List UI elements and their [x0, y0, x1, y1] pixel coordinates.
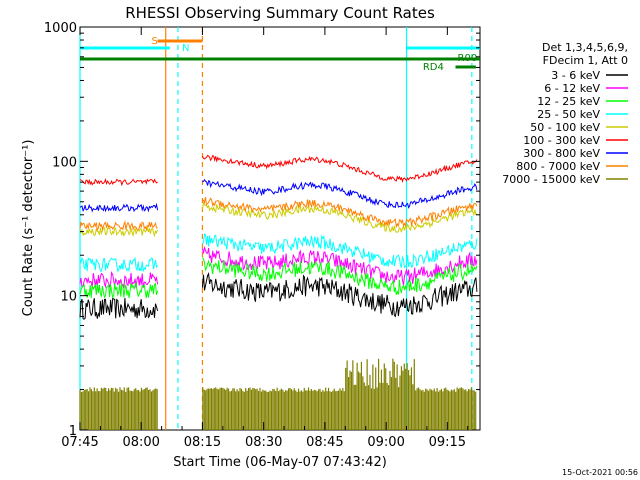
legend: Det 1,3,4,5,6,9,FDecim 1, Att 0 3 - 6 keV…	[502, 41, 628, 186]
x-axis-label: Start Time (06-May-07 07:43:42)	[173, 455, 387, 470]
series-50-100-kev	[79, 202, 478, 238]
series-25-50-kev	[79, 233, 478, 273]
series-800-7000-kev	[79, 197, 478, 232]
y-tick-label: 100	[52, 155, 77, 170]
series-3-6-kev	[79, 271, 478, 320]
x-tick-label: 08:00	[122, 435, 159, 450]
legend-header-line: FDecim 1, Att 0	[543, 54, 628, 67]
chart-title: RHESSI Observing Summary Count Rates	[125, 4, 435, 22]
legend-label: 3 - 6 keV	[551, 69, 600, 82]
series-300-800-kev	[79, 178, 478, 213]
y-axis-label: Count Rate (s⁻¹ detector⁻¹)	[21, 140, 36, 317]
annotation-r00: R00	[458, 53, 478, 64]
legend-label: 12 - 25 keV	[537, 95, 600, 108]
annotation-s: S	[152, 36, 158, 47]
x-tick-label: 07:45	[61, 435, 98, 450]
x-tick-label: 08:30	[245, 435, 282, 450]
legend-label: 50 - 100 keV	[530, 121, 600, 134]
x-tick-label: 09:00	[367, 435, 404, 450]
x-tick-label: 08:15	[184, 435, 221, 450]
x-tick-label: 09:15	[429, 435, 466, 450]
data-layer: S N RD4 R00	[79, 27, 480, 430]
footer-timestamp: 15-Oct-2021 00:56	[562, 468, 638, 477]
legend-label: 25 - 50 keV	[537, 108, 600, 121]
series-100-300-kev	[79, 154, 478, 187]
axis-layer: 07:45 08:00 08:15 08:30 08:45 09:00 09:15 1 10 10…	[44, 21, 480, 450]
legend-label: 100 - 300 keV	[523, 134, 600, 147]
legend-label: 6 - 12 keV	[544, 82, 600, 95]
series-7000-15000-kev	[79, 358, 477, 430]
legend-header-line: Det 1,3,4,5,6,9,	[542, 41, 628, 54]
y-tick-label: 10	[60, 290, 77, 305]
annotation-n: N	[182, 43, 189, 54]
legend-label: 800 - 7000 keV	[516, 160, 600, 173]
annotation-rd4: RD4	[423, 62, 444, 73]
series-12-25-kev	[79, 257, 478, 299]
x-tick-label: 08:45	[306, 435, 343, 450]
legend-label: 300 - 800 keV	[523, 147, 600, 160]
y-tick-label: 1000	[44, 21, 77, 36]
legend-label: 7000 - 15000 keV	[502, 173, 600, 186]
y-tick-label: 1	[69, 424, 77, 439]
